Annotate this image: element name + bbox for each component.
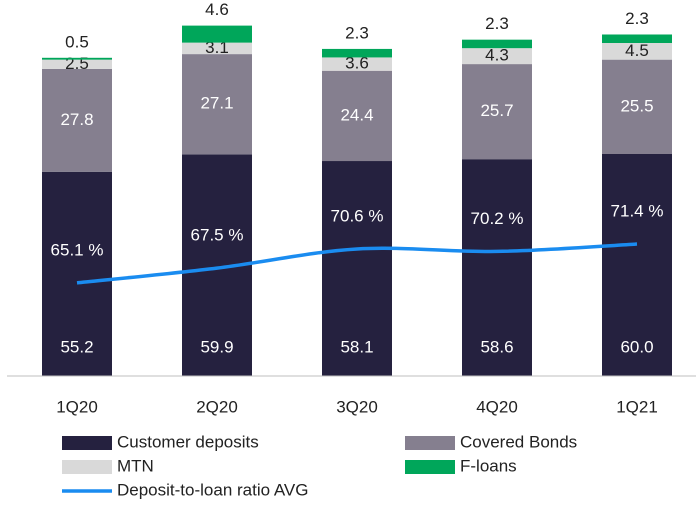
data-label: 25.5: [620, 96, 653, 115]
bar-segment: [182, 25, 252, 43]
x-tick-label: 1Q21: [616, 397, 658, 416]
bar-segment: [182, 42, 252, 55]
bar-segment: [462, 48, 532, 65]
legend-label: Covered Bonds: [460, 432, 577, 451]
bar-segment: [602, 59, 672, 154]
data-label: 0.5: [65, 32, 89, 51]
data-label: 25.7: [480, 101, 513, 120]
x-tick-label: 1Q20: [56, 397, 98, 416]
bar-segment: [322, 161, 392, 376]
ratio-label: 67.5 %: [191, 226, 244, 245]
legend-label: Customer deposits: [117, 432, 259, 451]
bar-segment: [602, 43, 672, 60]
bar-segment: [322, 57, 392, 71]
bar-segment: [322, 70, 392, 162]
data-label: 4.6: [205, 0, 229, 19]
ratio-label: 70.2 %: [471, 209, 524, 228]
ratio-line: [76, 242, 638, 285]
data-label: 59.9: [200, 337, 233, 356]
bar-segment: [462, 64, 532, 160]
legend-swatch: [62, 460, 112, 474]
legend-label: MTN: [117, 456, 154, 475]
x-tick-label: 4Q20: [476, 397, 518, 416]
legend-swatch: [405, 460, 455, 474]
bar-segment: [42, 59, 112, 69]
data-label: 27.8: [60, 110, 93, 129]
bar-segment: [42, 171, 112, 376]
data-label: 27.1: [200, 94, 233, 113]
x-tick-label: 2Q20: [196, 397, 238, 416]
bar-segment: [42, 57, 112, 60]
ratio-label: 71.4 %: [611, 202, 664, 221]
bar-segment: [42, 68, 112, 172]
data-label: 2.3: [345, 23, 369, 42]
legend-label: Deposit-to-loan ratio AVG: [117, 480, 309, 499]
ratio-label: 70.6 %: [331, 206, 384, 225]
bar-segment: [462, 159, 532, 376]
legend-swatch: [62, 436, 112, 450]
bar-segment: [182, 54, 252, 155]
data-label: 2.5: [65, 54, 89, 73]
bar-segment: [462, 39, 532, 49]
ratio-label: 65.1 %: [51, 240, 104, 259]
data-label: 58.6: [480, 337, 513, 356]
bar-segment: [322, 48, 392, 58]
legend-swatch: [405, 436, 455, 450]
data-label: 3.6: [345, 54, 369, 73]
data-label: 4.5: [625, 41, 649, 60]
data-label: 60.0: [620, 337, 653, 356]
data-label: 2.3: [625, 9, 649, 28]
bar-segment: [602, 34, 672, 43]
data-label: 4.3: [485, 46, 509, 65]
data-label: 58.1: [340, 337, 373, 356]
data-label: 24.4: [340, 105, 373, 124]
legend-label: F-loans: [460, 456, 517, 475]
bar-segment: [602, 154, 672, 376]
x-tick-label: 3Q20: [336, 397, 378, 416]
data-label: 55.2: [60, 337, 93, 356]
data-label: 2.3: [485, 14, 509, 33]
